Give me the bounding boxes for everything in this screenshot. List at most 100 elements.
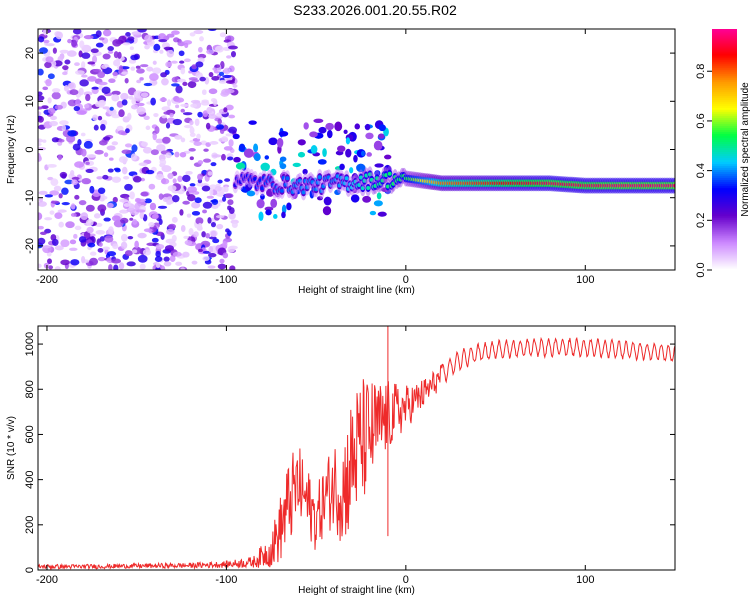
heatmap-cell xyxy=(38,115,44,123)
heatmap-cell xyxy=(154,256,163,262)
heatmap-cell xyxy=(264,206,274,211)
heatmap-cell xyxy=(81,74,88,78)
colorbar-swatch xyxy=(712,109,737,112)
heatmap-cell xyxy=(38,212,43,221)
heatmap-cell xyxy=(72,143,81,151)
heatmap-cell xyxy=(155,173,165,181)
colorbar-swatch xyxy=(712,75,737,78)
heatmap-cell xyxy=(75,98,81,107)
colorbar-swatch xyxy=(712,171,737,175)
heatmap-cell xyxy=(374,163,384,168)
heatmap-cell xyxy=(176,78,186,83)
heatmap-cell xyxy=(279,163,287,170)
heatmap-cell xyxy=(203,148,209,152)
heatmap-cell xyxy=(189,183,196,187)
heatmap-cell xyxy=(212,238,220,244)
heatmap-cell xyxy=(214,186,222,192)
colorbar-swatch xyxy=(712,55,737,58)
heatmap-cell xyxy=(227,45,238,50)
heatmap-cell xyxy=(64,59,71,65)
heatmap-cell xyxy=(210,230,217,238)
heatmap-cell xyxy=(187,186,198,193)
heatmap-cell xyxy=(85,93,91,102)
colorbar-swatch xyxy=(712,93,737,96)
heatmap-cell xyxy=(323,196,332,206)
colorbar-swatch xyxy=(712,29,737,32)
heatmap-cell xyxy=(228,126,238,134)
heatmap-cell xyxy=(376,192,382,200)
heatmap-cell xyxy=(273,214,278,219)
heatmap-cell xyxy=(50,115,58,121)
heatmap-cell xyxy=(232,133,240,140)
heatmap-cell xyxy=(166,228,175,235)
heatmap-cell xyxy=(111,141,119,146)
colorbar-swatch xyxy=(712,221,737,225)
heatmap-cell xyxy=(166,49,174,58)
heatmap-cell xyxy=(98,81,108,86)
heatmap-cell xyxy=(211,76,220,81)
heatmap-cell xyxy=(102,53,111,60)
colorbar-swatch xyxy=(712,265,737,269)
heatmap-cell xyxy=(113,264,119,270)
heatmap-cell xyxy=(139,77,144,81)
heatmap-cell xyxy=(57,209,67,213)
heatmap-cell xyxy=(207,265,216,269)
heatmap-cell xyxy=(121,166,128,175)
colorbar-swatch xyxy=(712,177,737,181)
colorbar-swatch xyxy=(712,163,737,167)
colorbar-swatch xyxy=(712,95,737,98)
heatmap-cell xyxy=(49,120,59,127)
heatmap-cell xyxy=(148,222,155,228)
heatmap-cell xyxy=(137,232,147,239)
heatmap-cell xyxy=(74,70,85,75)
colorbar-swatch xyxy=(712,71,737,74)
heatmap-cell xyxy=(98,140,108,146)
heatmap-cell xyxy=(184,42,189,48)
heatmap-cell xyxy=(184,240,193,246)
heatmap-cell xyxy=(265,209,272,216)
heatmap-cell xyxy=(225,104,234,111)
heatmap-cell xyxy=(214,64,221,69)
heatmap-cell xyxy=(190,99,201,104)
heatmap-cell xyxy=(317,159,327,165)
heatmap-cell xyxy=(103,136,111,141)
heatmap-cell xyxy=(66,50,77,57)
heatmap-cell xyxy=(157,33,167,42)
y-tick-label: 0 xyxy=(24,146,36,152)
heatmap-cell xyxy=(228,114,236,119)
heatmap-cell xyxy=(227,199,234,206)
colorbar-tick-label: 0.6 xyxy=(695,113,707,128)
colorbar-swatch xyxy=(712,223,737,227)
heatmap-cell xyxy=(83,140,93,149)
heatmap-cell xyxy=(81,52,91,59)
heatmap-cell xyxy=(39,231,47,235)
heatmap-cell xyxy=(86,226,94,234)
colorbar-swatch xyxy=(712,119,737,122)
colorbar-swatch xyxy=(712,111,737,114)
heatmap-cell xyxy=(384,154,392,160)
heatmap-cell xyxy=(225,228,230,233)
heatmap-cell xyxy=(225,80,235,84)
heatmap-cell xyxy=(201,231,206,238)
heatmap-cell xyxy=(246,190,256,197)
heatmap-cell xyxy=(191,201,201,209)
heatmap-cell xyxy=(166,201,172,206)
heatmap-cell xyxy=(343,129,348,135)
heatmap-cell xyxy=(61,202,70,206)
heatmap-cell xyxy=(83,91,93,96)
y-tick-label: 200 xyxy=(24,516,36,534)
heatmap-cell xyxy=(327,129,333,139)
heatmap-cell xyxy=(219,258,225,264)
heatmap-cell xyxy=(108,78,116,84)
heatmap-cell xyxy=(151,237,159,243)
heatmap-cell xyxy=(193,231,199,238)
heatmap-cell xyxy=(86,154,97,158)
heatmap-cell xyxy=(140,141,149,147)
heatmap-cell xyxy=(95,30,102,38)
heatmap-cell xyxy=(93,213,101,219)
heatmap-cell xyxy=(81,44,92,53)
heatmap-cell xyxy=(51,238,59,246)
heatmap-cell xyxy=(163,256,170,262)
heatmap-cell xyxy=(136,79,142,84)
heatmap-cell xyxy=(177,175,183,183)
